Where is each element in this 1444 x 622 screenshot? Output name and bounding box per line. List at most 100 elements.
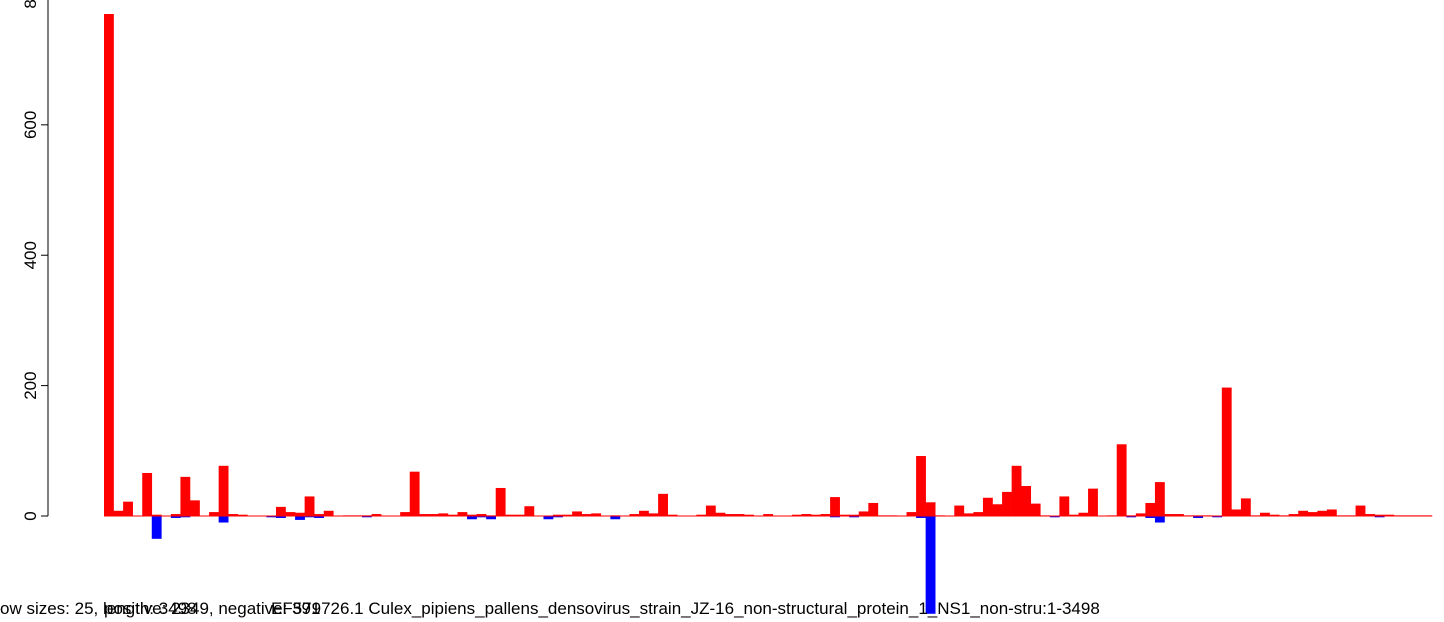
bar-positive-38 — [467, 514, 477, 516]
bar-positive-55 — [629, 514, 640, 516]
bar-positive-5 — [151, 514, 162, 516]
bar-negative-20 — [295, 516, 305, 520]
bar-positive-121 — [1260, 512, 1270, 516]
bar-positive-11 — [209, 512, 219, 516]
bar-positive-132 — [1365, 514, 1375, 516]
bar-positive-63 — [705, 505, 716, 516]
bar-negative-18 — [275, 516, 286, 518]
bar-positive-117 — [1221, 387, 1232, 516]
bar-negative-17 — [266, 516, 277, 518]
bar-positive-58 — [658, 493, 668, 516]
bar-negative-5 — [151, 516, 162, 539]
bar-positive-1 — [113, 510, 124, 516]
bar-positive-131 — [1355, 505, 1366, 516]
bar-negative-114 — [1193, 516, 1203, 518]
bar-negative-47 — [553, 516, 563, 518]
bar-positive-69 — [763, 514, 774, 516]
bar-positive-19 — [285, 512, 296, 516]
bar-positive-128 — [1326, 509, 1337, 516]
bar-positive-72 — [791, 514, 802, 516]
bar-positive-108 — [1135, 513, 1146, 516]
x-label-2: positive: 2349, negative: 391 — [104, 599, 320, 618]
bar-negative-78 — [849, 516, 860, 518]
bar-positive-110 — [1154, 482, 1165, 516]
bar-negative-133 — [1374, 516, 1385, 518]
bar-negative-110 — [1154, 516, 1165, 523]
bar-negative-39 — [476, 516, 487, 518]
bar-positive-127 — [1317, 510, 1328, 516]
bar-positive-18 — [275, 506, 286, 516]
bar-positive-133 — [1374, 514, 1385, 516]
bar-positive-75 — [820, 514, 831, 516]
bar-positive-21 — [304, 496, 315, 516]
bar-positive-89 — [954, 505, 965, 516]
bar-positive-9 — [189, 500, 200, 516]
bar-positive-7 — [170, 514, 181, 516]
bar-positive-37 — [457, 512, 468, 516]
bar-positive-101 — [1068, 514, 1079, 516]
bar-positive-36 — [447, 514, 458, 516]
bar-positive-100 — [1059, 496, 1070, 516]
bar-positive-118 — [1231, 509, 1242, 516]
bar-negative-109 — [1145, 516, 1156, 518]
bar-positive-74 — [810, 514, 821, 516]
y-tick-label-200: 200 — [21, 371, 40, 399]
bar-positive-32 — [409, 471, 420, 516]
bar-negative-38 — [467, 516, 477, 520]
bar-negative-76 — [830, 516, 840, 518]
bar-positive-14 — [237, 514, 248, 516]
bar-negative-27 — [361, 516, 372, 518]
bar-positive-134 — [1384, 514, 1395, 516]
bar-positive-23 — [323, 510, 334, 516]
bar-positive-94 — [1002, 491, 1012, 516]
bar-positive-41 — [495, 487, 506, 516]
bar-positive-95 — [1011, 465, 1022, 516]
bar-positive-103 — [1088, 488, 1098, 516]
bar-positive-126 — [1307, 512, 1318, 516]
bar-positive-65 — [725, 514, 735, 516]
bar-positive-124 — [1288, 514, 1299, 516]
bar-positive-28 — [371, 514, 382, 516]
bar-negative-7 — [170, 516, 181, 518]
bar-negative-21 — [304, 516, 315, 518]
bar-positive-50 — [581, 514, 592, 516]
bar-positive-93 — [992, 504, 1003, 516]
bar-negative-86 — [925, 516, 936, 614]
bar-positive-77 — [839, 514, 850, 516]
bar-positive-33 — [419, 514, 430, 516]
x-axis-labels: ow sizes: 25, length: 3498 positive: 234… — [0, 599, 1100, 618]
bar-positive-56 — [639, 510, 649, 516]
bar-positive-51 — [591, 513, 602, 516]
bar-positive-125 — [1298, 510, 1309, 516]
bar-positive-34 — [428, 514, 439, 516]
bar-negative-40 — [486, 516, 497, 520]
bar-positive-47 — [553, 514, 563, 516]
bar-positive-66 — [734, 514, 745, 516]
bar-positive-112 — [1174, 514, 1184, 516]
bar-positive-57 — [648, 513, 659, 516]
bar-negative-116 — [1212, 516, 1223, 518]
bar-positive-97 — [1030, 503, 1041, 516]
bar-positive-86 — [925, 502, 936, 516]
y-tick-label-600: 600 — [21, 111, 40, 139]
bar-positive-64 — [715, 512, 726, 516]
bar-positive-62 — [696, 514, 707, 516]
y-tick-label-0: 0 — [21, 511, 40, 520]
bar-negative-99 — [1049, 516, 1060, 518]
bar-positive-92 — [982, 497, 993, 516]
bar-positive-20 — [295, 512, 305, 516]
bar-negative-53 — [610, 516, 621, 520]
bar-positive-106 — [1116, 444, 1127, 516]
bar-positive-22 — [314, 514, 325, 516]
bar-positive-80 — [868, 502, 879, 516]
bar-positive-90 — [963, 513, 974, 516]
bar-positive-31 — [400, 512, 411, 516]
bar-negative-8 — [180, 516, 191, 518]
bar-positive-13 — [228, 514, 239, 516]
bar-positive-8 — [180, 476, 191, 516]
bar-positive-42 — [505, 514, 516, 516]
y-tick-label-800: 800 — [21, 0, 40, 9]
bar-negative-85 — [916, 516, 926, 518]
x-label-3: EF579726.1 Culex_pipiens_pallens_densovi… — [271, 599, 1100, 618]
bar-positive-96 — [1021, 486, 1032, 516]
